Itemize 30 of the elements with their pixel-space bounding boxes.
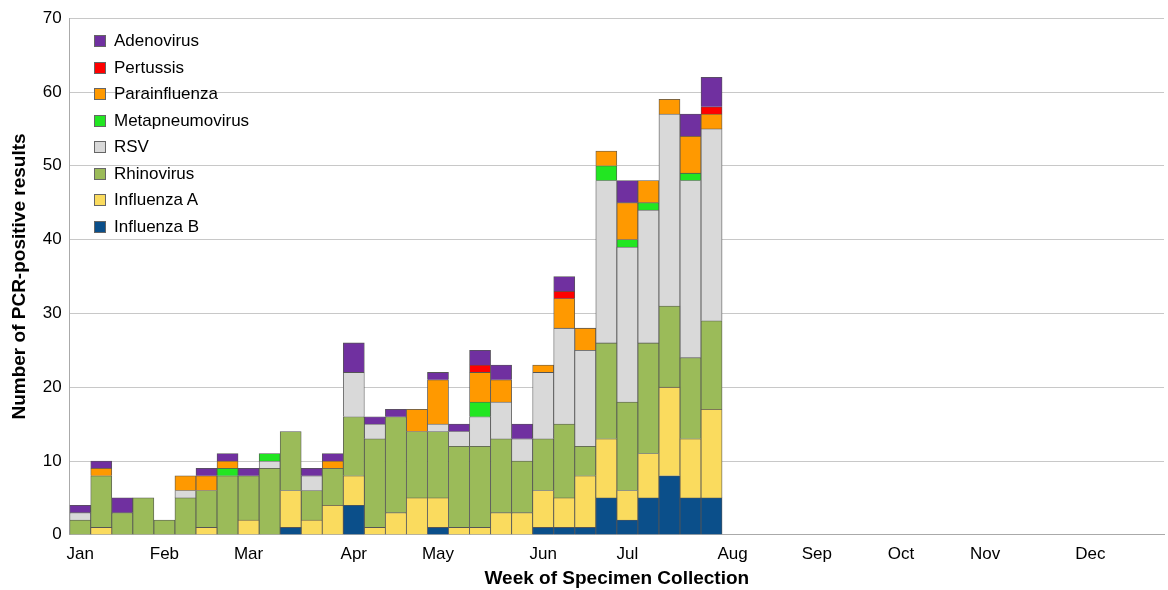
y-tick-label: 70 <box>42 7 62 27</box>
y-tick-label: 40 <box>42 229 62 249</box>
x-tick-label: Mar <box>233 543 264 563</box>
legend-label: Influenza A <box>114 189 199 211</box>
x-tick-label: Feb <box>149 543 180 563</box>
x-tick-label: Aug <box>717 543 748 563</box>
y-tick-label: 60 <box>42 81 62 101</box>
legend-label: Influenza B <box>114 215 200 238</box>
x-tick-label: Jul <box>616 543 639 563</box>
legend-label: Parainfluenza <box>114 83 218 105</box>
legend-label: RSV <box>114 136 149 158</box>
x-tick-label: May <box>421 543 455 563</box>
x-tick-label: Nov <box>970 543 1001 563</box>
legend-label: Metapneumovirus <box>114 109 250 132</box>
y-tick-label: 50 <box>42 155 62 175</box>
x-axis-title: Week of Specimen Collection <box>484 566 750 588</box>
x-tick-label: Jan <box>66 543 94 563</box>
y-axis-title: Number of PCR-positive results <box>7 133 29 420</box>
legend-label: Adenovirus <box>114 30 200 52</box>
x-tick-label: Dec <box>1075 543 1106 563</box>
x-tick-label: Jun <box>529 543 557 563</box>
y-tick-label: 10 <box>42 450 62 470</box>
x-tick-label: Sep <box>801 543 832 563</box>
x-tick-label: Oct <box>887 543 915 563</box>
y-tick-label: 30 <box>42 303 62 323</box>
legend-label: Rhinovirus <box>114 162 195 185</box>
legend-label: Pertussis <box>114 56 184 79</box>
y-tick-label: 0 <box>52 524 62 544</box>
x-tick-label: Apr <box>340 543 368 563</box>
y-tick-label: 20 <box>42 376 62 396</box>
